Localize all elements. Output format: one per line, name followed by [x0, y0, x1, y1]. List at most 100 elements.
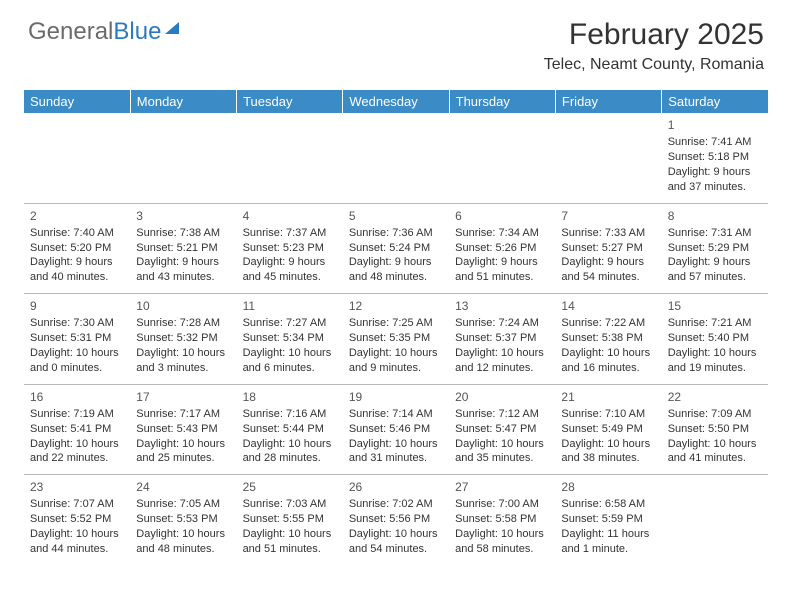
sunrise-text: Sunrise: 7:21 AM: [668, 316, 762, 331]
sunrise-text: Sunrise: 7:36 AM: [349, 226, 443, 241]
sunset-text: Sunset: 5:37 PM: [455, 331, 549, 346]
calendar-cell: [24, 113, 130, 203]
day-number: 5: [349, 208, 443, 224]
page-header: GeneralBlue February 2025 Telec, Neamt C…: [0, 0, 792, 82]
calendar-cell: 10 Sunrise: 7:28 AMSunset: 5:32 PMDayligh…: [130, 294, 236, 385]
day-number: 13: [455, 298, 549, 314]
calendar-week-row: 2Sunrise: 7:40 AMSunset: 5:20 PMDaylight…: [24, 203, 768, 294]
day-number: 15: [668, 298, 762, 314]
calendar-cell: [237, 113, 343, 203]
daylight-text: Daylight: 9 hours and 37 minutes.: [668, 165, 762, 195]
logo: GeneralBlue: [28, 18, 179, 46]
calendar-cell: [555, 113, 661, 203]
logo-text-blue: Blue: [113, 18, 161, 46]
logo-triangle-icon: [165, 22, 179, 34]
sunset-text: Sunset: 5:26 PM: [455, 241, 549, 256]
calendar-cell: 18Sunrise: 7:16 AMSunset: 5:44 PMDayligh…: [237, 384, 343, 475]
sunrise-text: Sunrise: 7:25 AM: [349, 316, 443, 331]
day-number: 2: [30, 208, 124, 224]
calendar-cell: 3Sunrise: 7:38 AMSunset: 5:21 PMDaylight…: [130, 203, 236, 294]
sunrise-text: Sunrise: 7:07 AM: [30, 497, 124, 512]
calendar-cell: 19Sunrise: 7:14 AMSunset: 5:46 PMDayligh…: [343, 384, 449, 475]
day-header: Tuesday: [237, 90, 343, 113]
calendar-cell: 24Sunrise: 7:05 AMSunset: 5:53 PMDayligh…: [130, 475, 236, 565]
daylight-text: Daylight: 10 hours and 35 minutes.: [455, 437, 549, 467]
daylight-text: Daylight: 11 hours and 1 minute.: [561, 527, 655, 557]
day-number: 10: [136, 298, 230, 314]
calendar-cell: 14Sunrise: 7:22 AMSunset: 5:38 PMDayligh…: [555, 294, 661, 385]
month-title: February 2025: [544, 18, 764, 52]
sunset-text: Sunset: 5:20 PM: [30, 241, 124, 256]
day-number: 17: [136, 389, 230, 405]
calendar-week-row: 1Sunrise: 7:41 AMSunset: 5:18 PMDaylight…: [24, 113, 768, 203]
sunrise-text: Sunrise: 7:19 AM: [30, 407, 124, 422]
sunrise-text: Sunrise: 7:28 AM: [136, 316, 230, 331]
daylight-text: Daylight: 10 hours and 38 minutes.: [561, 437, 655, 467]
calendar-week-row: 23Sunrise: 7:07 AMSunset: 5:52 PMDayligh…: [24, 475, 768, 565]
sunset-text: Sunset: 5:35 PM: [349, 331, 443, 346]
day-number: 6: [455, 208, 549, 224]
daylight-text: Daylight: 10 hours and 0 minutes.: [30, 346, 124, 376]
day-number: 16: [30, 389, 124, 405]
day-number: 7: [561, 208, 655, 224]
calendar-cell: 9Sunrise: 7:30 AMSunset: 5:31 PMDaylight…: [24, 294, 130, 385]
daylight-text: Daylight: 10 hours and 31 minutes.: [349, 437, 443, 467]
daylight-text: Daylight: 9 hours and 40 minutes.: [30, 255, 124, 285]
day-number: 27: [455, 479, 549, 495]
sunset-text: Sunset: 5:53 PM: [136, 512, 230, 527]
day-header: Monday: [130, 90, 236, 113]
day-number: 25: [243, 479, 337, 495]
calendar-table: SundayMondayTuesdayWednesdayThursdayFrid…: [24, 90, 768, 565]
daylight-text: Daylight: 9 hours and 48 minutes.: [349, 255, 443, 285]
calendar-cell: 8Sunrise: 7:31 AMSunset: 5:29 PMDaylight…: [662, 203, 768, 294]
day-number: 21: [561, 389, 655, 405]
day-header: Friday: [555, 90, 661, 113]
sunset-text: Sunset: 5:41 PM: [30, 422, 124, 437]
calendar-cell: 11Sunrise: 7:27 AMSunset: 5:34 PMDayligh…: [237, 294, 343, 385]
day-number: 3: [136, 208, 230, 224]
calendar-body: 1Sunrise: 7:41 AMSunset: 5:18 PMDaylight…: [24, 113, 768, 565]
sunset-text: Sunset: 5:32 PM: [136, 331, 230, 346]
day-number: 23: [30, 479, 124, 495]
sunset-text: Sunset: 5:46 PM: [349, 422, 443, 437]
calendar-cell: 2 Sunrise: 7:40 AMSunset: 5:20 PMDaylight…: [24, 203, 130, 294]
calendar-cell: 23Sunrise: 7:07 AMSunset: 5:52 PMDayligh…: [24, 475, 130, 565]
daylight-text: Daylight: 10 hours and 22 minutes.: [30, 437, 124, 467]
sunrise-text: Sunrise: 6:58 AM: [561, 497, 655, 512]
sunrise-text: Sunrise: 7:09 AM: [668, 407, 762, 422]
sunset-text: Sunset: 5:34 PM: [243, 331, 337, 346]
calendar-cell: 7Sunrise: 7:33 AMSunset: 5:27 PMDaylight…: [555, 203, 661, 294]
day-number: 8: [668, 208, 762, 224]
day-number: 22: [668, 389, 762, 405]
sunrise-text: Sunrise: 7:40 AM: [30, 226, 124, 241]
day-number: 11: [243, 298, 337, 314]
sunrise-text: Sunrise: 7:33 AM: [561, 226, 655, 241]
sunset-text: Sunset: 5:40 PM: [668, 331, 762, 346]
daylight-text: Daylight: 10 hours and 9 minutes.: [349, 346, 443, 376]
sunset-text: Sunset: 5:47 PM: [455, 422, 549, 437]
day-number: 14: [561, 298, 655, 314]
calendar-cell: [449, 113, 555, 203]
day-header: Thursday: [449, 90, 555, 113]
day-number: 20: [455, 389, 549, 405]
daylight-text: Daylight: 10 hours and 58 minutes.: [455, 527, 549, 557]
day-number: 9: [30, 298, 124, 314]
sunset-text: Sunset: 5:38 PM: [561, 331, 655, 346]
sunrise-text: Sunrise: 7:17 AM: [136, 407, 230, 422]
sunset-text: Sunset: 5:29 PM: [668, 241, 762, 256]
calendar-cell: 15Sunrise: 7:21 AMSunset: 5:40 PMDayligh…: [662, 294, 768, 385]
calendar-cell: 12 Sunrise: 7:25 AMSunset: 5:35 PMDayligh…: [343, 294, 449, 385]
calendar-cell: 13Sunrise: 7:24 AMSunset: 5:37 PMDayligh…: [449, 294, 555, 385]
day-number: 18: [243, 389, 337, 405]
day-number: 12: [349, 298, 443, 314]
calendar-cell: 27Sunrise: 7:00 AMSunset: 5:58 PMDayligh…: [449, 475, 555, 565]
calendar-week-row: 9Sunrise: 7:30 AMSunset: 5:31 PMDaylight…: [24, 294, 768, 385]
sunrise-text: Sunrise: 7:38 AM: [136, 226, 230, 241]
daylight-text: Daylight: 10 hours and 3 minutes.: [136, 346, 230, 376]
daylight-text: Daylight: 10 hours and 28 minutes.: [243, 437, 337, 467]
day-number: 19: [349, 389, 443, 405]
day-number: 26: [349, 479, 443, 495]
sunrise-text: Sunrise: 7:12 AM: [455, 407, 549, 422]
sunrise-text: Sunrise: 7:27 AM: [243, 316, 337, 331]
sunrise-text: Sunrise: 7:37 AM: [243, 226, 337, 241]
